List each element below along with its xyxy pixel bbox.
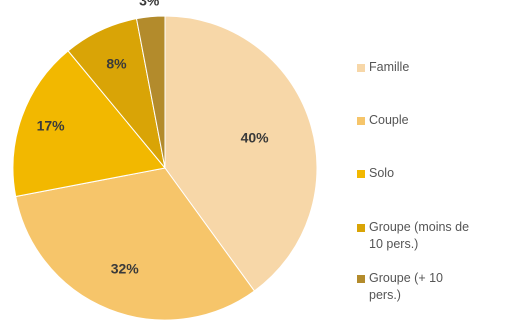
pie-slice-solo: [12, 50, 166, 198]
legend-swatch-couple: [357, 117, 365, 125]
legend-label-groupe-moins-10: Groupe (moins de 10 pers.): [369, 220, 470, 251]
legend-label-couple: Couple: [369, 113, 409, 127]
legend-label-groupe-plus-10: Groupe (+ 10 pers.): [369, 271, 444, 302]
pie-label-couple: 32%: [111, 260, 140, 276]
pie-plot-area: 40% 32% 17% 8% 3%: [12, 0, 318, 321]
pie-slice-famille: [164, 15, 318, 292]
legend-swatch-groupe-plus-10: [357, 275, 365, 283]
legend-item-groupe-moins-10: Groupe (moins de 10 pers.): [357, 219, 469, 253]
pie-label-groupe-moins-de-10-pers: 8%: [106, 56, 127, 72]
legend-item-famille: Famille: [357, 59, 409, 76]
pie-label-solo: 17%: [37, 118, 66, 134]
legend-swatch-solo: [357, 170, 365, 178]
legend-label-solo: Solo: [369, 166, 395, 180]
legend-item-couple: Couple: [357, 112, 409, 129]
legend-label-famille: Famille: [369, 60, 410, 74]
pie-data-labels: 40% 32% 17% 8% 3%: [37, 0, 270, 276]
legend-swatch-groupe-moins-10: [357, 224, 365, 232]
legend-item-solo: Solo: [357, 165, 394, 182]
pie-slice-couple: [15, 167, 256, 321]
legend-item-groupe-plus-10: Groupe (+ 10 pers.): [357, 270, 443, 304]
legend-swatch-famille: [357, 64, 365, 72]
pie-slices: [12, 15, 318, 321]
legend: Famille Couple Solo Groupe (moins de 10 …: [357, 0, 507, 335]
pie-slice-groupe-10-pers: [135, 15, 166, 169]
pie-label-famille: 40%: [241, 130, 270, 146]
pie-label-groupe-10-pers: 3%: [139, 0, 160, 8]
